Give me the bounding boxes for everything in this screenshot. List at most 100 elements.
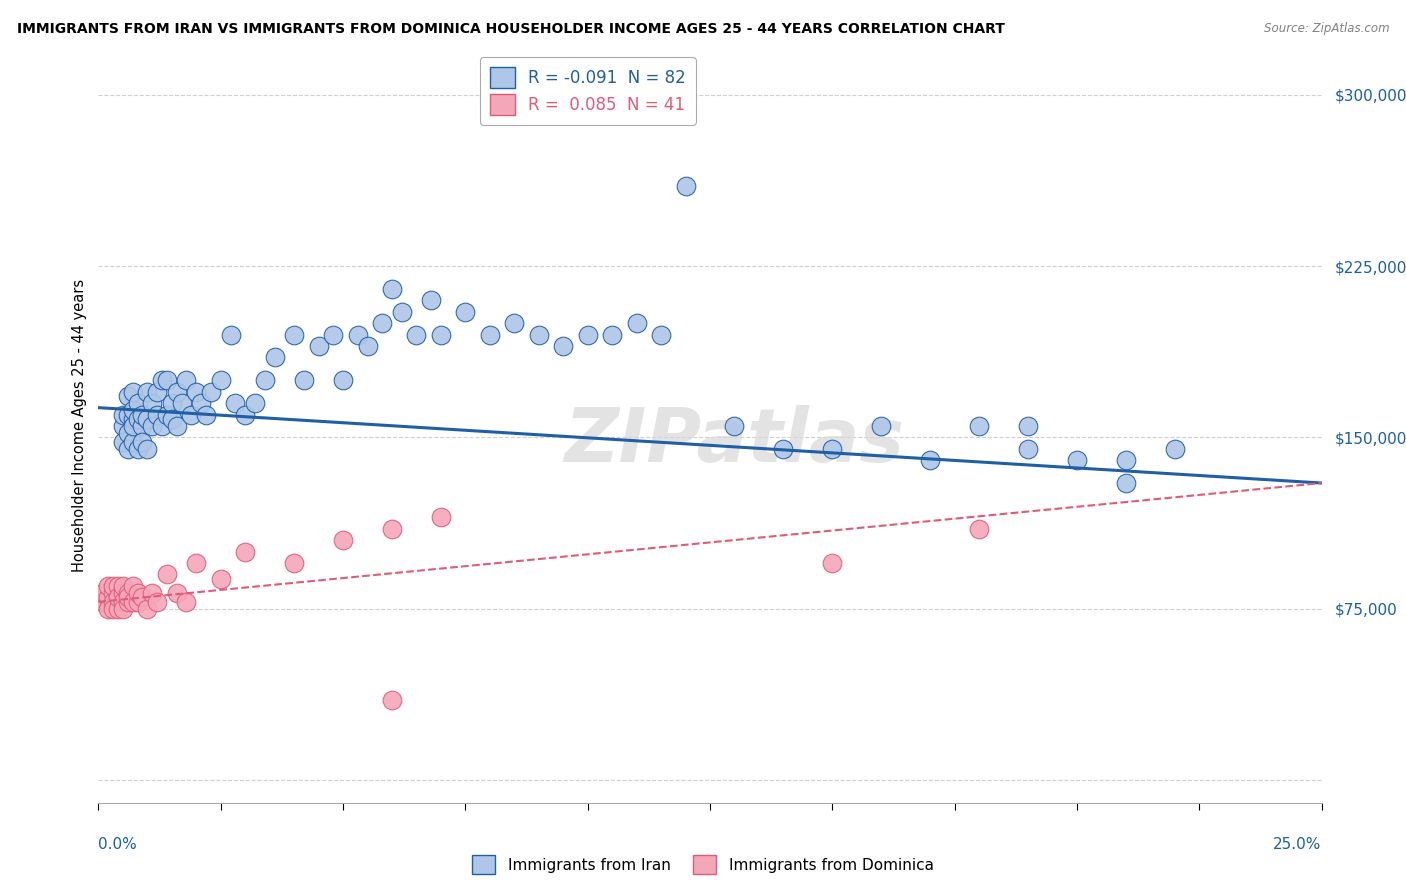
Point — [233, 408, 256, 422]
Point — [117, 442, 139, 456]
Point — [772, 442, 794, 456]
Point — [107, 591, 129, 605]
Point — [186, 556, 208, 570]
Point — [626, 316, 648, 330]
Point — [101, 601, 124, 615]
Point — [454, 304, 477, 318]
Point — [97, 591, 120, 605]
Point — [136, 384, 159, 399]
Point — [91, 595, 114, 609]
Point — [209, 572, 232, 586]
Point — [111, 595, 134, 609]
Point — [180, 408, 202, 422]
Point — [117, 595, 139, 609]
Point — [121, 403, 143, 417]
Point — [127, 412, 149, 426]
Point — [870, 419, 893, 434]
Point — [420, 293, 443, 308]
Point — [131, 434, 153, 449]
Point — [920, 453, 942, 467]
Point — [322, 327, 344, 342]
Point — [117, 408, 139, 422]
Point — [150, 373, 173, 387]
Point — [675, 179, 697, 194]
Point — [136, 412, 159, 426]
Point — [405, 327, 427, 342]
Point — [430, 510, 453, 524]
Legend: Immigrants from Iran, Immigrants from Dominica: Immigrants from Iran, Immigrants from Do… — [467, 849, 939, 880]
Point — [170, 396, 193, 410]
Point — [967, 522, 990, 536]
Point — [127, 396, 149, 410]
Point — [117, 389, 139, 403]
Point — [111, 585, 134, 599]
Point — [136, 442, 159, 456]
Point — [141, 396, 163, 410]
Text: 25.0%: 25.0% — [1274, 837, 1322, 852]
Point — [117, 585, 139, 599]
Point — [821, 556, 844, 570]
Point — [146, 408, 169, 422]
Point — [91, 585, 114, 599]
Point — [478, 327, 501, 342]
Point — [1115, 453, 1137, 467]
Point — [150, 419, 173, 434]
Text: Source: ZipAtlas.com: Source: ZipAtlas.com — [1264, 22, 1389, 36]
Point — [111, 579, 134, 593]
Point — [111, 419, 134, 434]
Point — [166, 585, 188, 599]
Point — [186, 384, 208, 399]
Point — [430, 327, 453, 342]
Point — [97, 601, 120, 615]
Point — [141, 585, 163, 599]
Point — [156, 373, 179, 387]
Point — [356, 339, 378, 353]
Point — [381, 282, 404, 296]
Point — [117, 425, 139, 440]
Text: IMMIGRANTS FROM IRAN VS IMMIGRANTS FROM DOMINICA HOUSEHOLDER INCOME AGES 25 - 44: IMMIGRANTS FROM IRAN VS IMMIGRANTS FROM … — [17, 22, 1005, 37]
Point — [121, 595, 143, 609]
Point — [176, 373, 198, 387]
Point — [107, 601, 129, 615]
Point — [371, 316, 394, 330]
Point — [821, 442, 844, 456]
Point — [141, 419, 163, 434]
Point — [1017, 419, 1039, 434]
Point — [121, 419, 143, 434]
Point — [209, 373, 232, 387]
Point — [650, 327, 672, 342]
Point — [1164, 442, 1187, 456]
Y-axis label: Householder Income Ages 25 - 44 years: Householder Income Ages 25 - 44 years — [72, 279, 87, 573]
Point — [121, 434, 143, 449]
Point — [176, 595, 198, 609]
Point — [308, 339, 330, 353]
Point — [332, 373, 354, 387]
Point — [576, 327, 599, 342]
Point — [553, 339, 575, 353]
Point — [219, 327, 242, 342]
Point — [1017, 442, 1039, 456]
Point — [600, 327, 623, 342]
Text: ZIPatlas: ZIPatlas — [564, 404, 904, 477]
Point — [263, 351, 285, 365]
Point — [131, 419, 153, 434]
Point — [101, 579, 124, 593]
Point — [243, 396, 266, 410]
Point — [121, 412, 143, 426]
Point — [224, 396, 246, 410]
Point — [166, 384, 188, 399]
Point — [160, 396, 183, 410]
Text: 0.0%: 0.0% — [98, 837, 138, 852]
Point — [233, 544, 256, 558]
Point — [107, 591, 129, 605]
Point — [160, 412, 183, 426]
Point — [283, 556, 305, 570]
Point — [121, 579, 143, 593]
Point — [156, 567, 179, 582]
Point — [1115, 476, 1137, 491]
Point — [146, 384, 169, 399]
Point — [111, 601, 134, 615]
Point — [332, 533, 354, 548]
Point — [131, 408, 153, 422]
Point — [127, 595, 149, 609]
